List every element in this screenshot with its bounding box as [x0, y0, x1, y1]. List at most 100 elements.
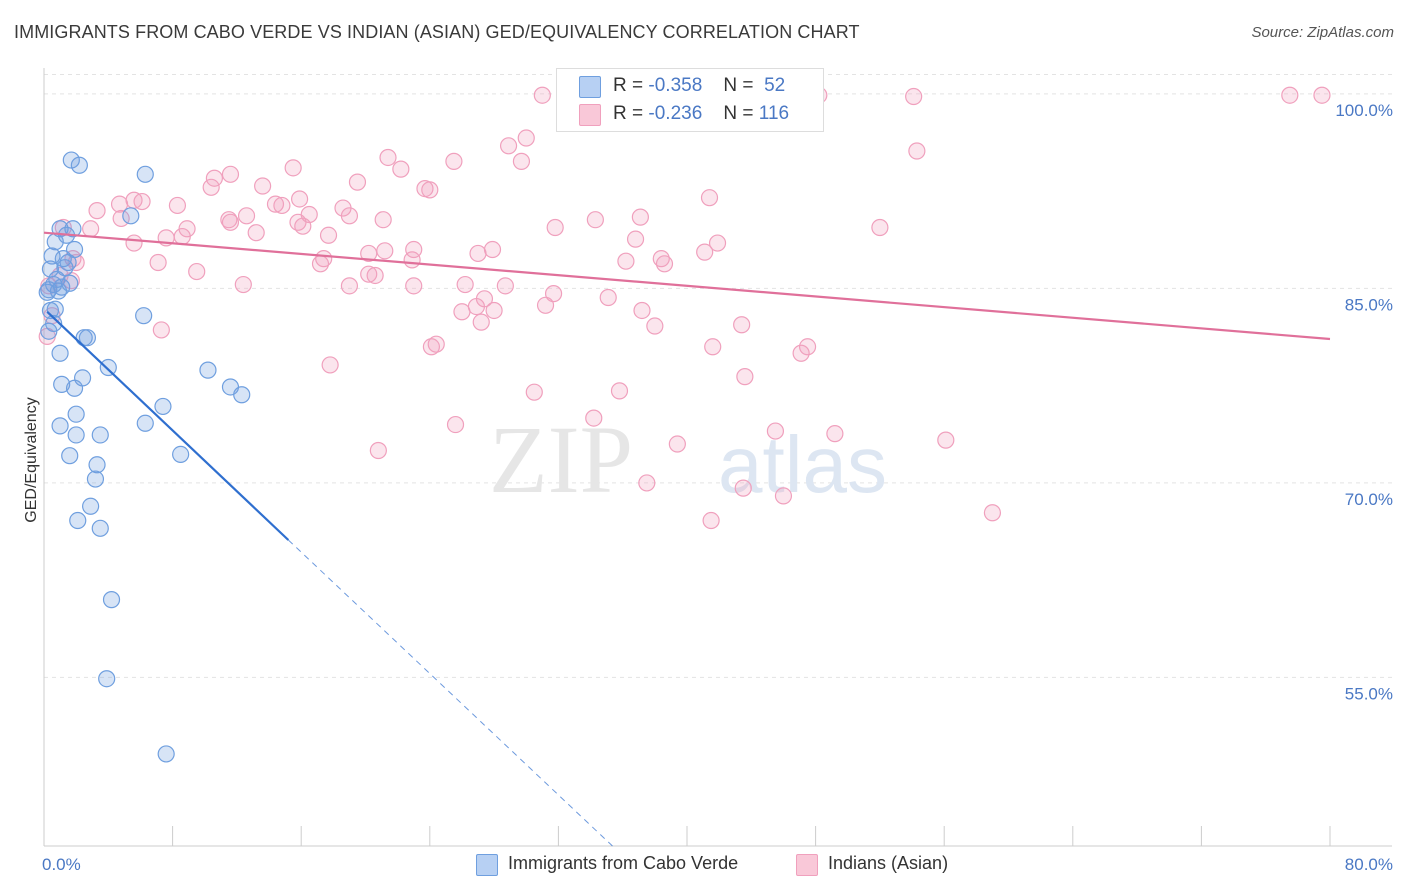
point-cabo-verde [56, 259, 74, 277]
point-indians-asian [517, 129, 535, 147]
point-indians-asian [369, 441, 387, 460]
point-cabo-verde [91, 519, 109, 537]
point-cabo-verde [67, 426, 85, 444]
point-indians-asian [826, 425, 844, 443]
point-cabo-verde [70, 156, 88, 174]
point-cabo-verde [51, 344, 69, 362]
point-indians-asian [168, 196, 187, 215]
point-indians-asian [348, 173, 367, 191]
point-cabo-verde [64, 220, 82, 238]
point-cabo-verde [53, 375, 71, 393]
point-indians-asian [871, 218, 889, 237]
point-indians-asian [125, 234, 143, 252]
point-indians-asian [220, 211, 238, 229]
point-indians-asian [247, 224, 265, 242]
point-indians-asian [254, 177, 272, 195]
point-indians-asian [533, 86, 551, 104]
point-indians-asian [366, 266, 384, 285]
point-indians-asian [374, 211, 392, 229]
point-indians-asian [512, 152, 531, 170]
point-indians-asian [1281, 86, 1299, 104]
point-cabo-verde [69, 511, 87, 530]
point-indians-asian [766, 422, 785, 440]
point-cabo-verde [102, 591, 121, 609]
point-cabo-verde [61, 274, 79, 292]
point-indians-asian [702, 511, 720, 530]
point-indians-asian [446, 415, 465, 434]
point-indians-asian [525, 383, 543, 401]
point-indians-asian [456, 275, 474, 294]
point-indians-asian [88, 202, 106, 220]
point-cabo-verde [48, 270, 66, 288]
point-cabo-verde [99, 358, 117, 377]
point-indians-asian [652, 250, 670, 268]
point-cabo-verde [172, 445, 190, 464]
point-indians-asian [110, 195, 129, 213]
watermark-zip: ZIP [489, 406, 633, 513]
point-cabo-verde [61, 447, 79, 465]
point-indians-asian [696, 243, 714, 261]
point-cabo-verde [86, 470, 105, 488]
point-indians-asian [422, 338, 441, 356]
trend-line-cabo-verde [46, 310, 290, 541]
point-indians-asian [983, 504, 1002, 522]
point-indians-asian [376, 242, 394, 260]
point-indians-asian [467, 297, 486, 316]
point-indians-asian [1313, 86, 1331, 104]
point-indians-asian [617, 252, 635, 270]
point-indians-asian [221, 165, 240, 183]
point-indians-asian [536, 296, 555, 314]
point-cabo-verde [43, 247, 61, 265]
point-indians-asian [152, 321, 170, 339]
correlation-legend: R = -0.358 N = 52 R = -0.236 N = 116 [556, 68, 824, 132]
point-indians-asian [700, 189, 719, 207]
point-cabo-verde [199, 361, 217, 379]
point-indians-asian [586, 211, 604, 229]
legend-r-label: R = [613, 75, 644, 96]
point-indians-asian [631, 208, 649, 226]
point-indians-asian [202, 178, 220, 196]
point-indians-asian [585, 409, 603, 427]
legend-n-label: N = [723, 103, 754, 124]
point-indians-asian [544, 285, 563, 303]
point-cabo-verde [136, 165, 154, 183]
legend-r-value-indians-asian: -0.236 [648, 103, 703, 124]
point-indians-asian [340, 207, 359, 225]
point-cabo-verde [65, 240, 84, 259]
point-cabo-verde [154, 397, 172, 416]
point-indians-asian [445, 152, 463, 170]
point-indians-asian [736, 368, 754, 386]
point-indians-asian [421, 181, 439, 199]
point-indians-asian [234, 275, 252, 294]
point-indians-asian [655, 255, 674, 273]
point-indians-asian [360, 244, 378, 263]
point-cabo-verde [122, 207, 140, 225]
point-indians-asian [792, 344, 810, 362]
point-indians-asian [733, 316, 751, 334]
point-indians-asian [798, 338, 817, 356]
series-indians-asian [38, 86, 1331, 530]
bottom-legend-label-indians-asian: Indians (Asian) [828, 853, 949, 873]
watermark: ZIP atlas [489, 406, 887, 513]
point-indians-asian [405, 277, 423, 295]
point-indians-asian [633, 301, 651, 320]
point-cabo-verde [46, 300, 64, 318]
point-indians-asian [905, 87, 923, 106]
legend-swatch-indians-asian [579, 104, 601, 126]
point-indians-asian [937, 431, 955, 449]
point-indians-asian [485, 301, 503, 320]
point-cabo-verde [67, 405, 85, 423]
legend-n-value-cabo-verde: 52 [764, 75, 786, 96]
point-cabo-verde [98, 670, 116, 688]
point-indians-asian [734, 479, 752, 497]
point-indians-asian [483, 240, 502, 259]
point-indians-asian [149, 253, 167, 272]
watermark-atlas: atlas [718, 420, 887, 509]
y-tick-label: 85.0% [1345, 295, 1393, 314]
legend-r-value-cabo-verde: -0.358 [648, 75, 703, 96]
point-indians-asian [294, 217, 312, 235]
point-indians-asian [321, 356, 339, 374]
point-cabo-verde [136, 414, 154, 432]
point-indians-asian [704, 338, 722, 356]
